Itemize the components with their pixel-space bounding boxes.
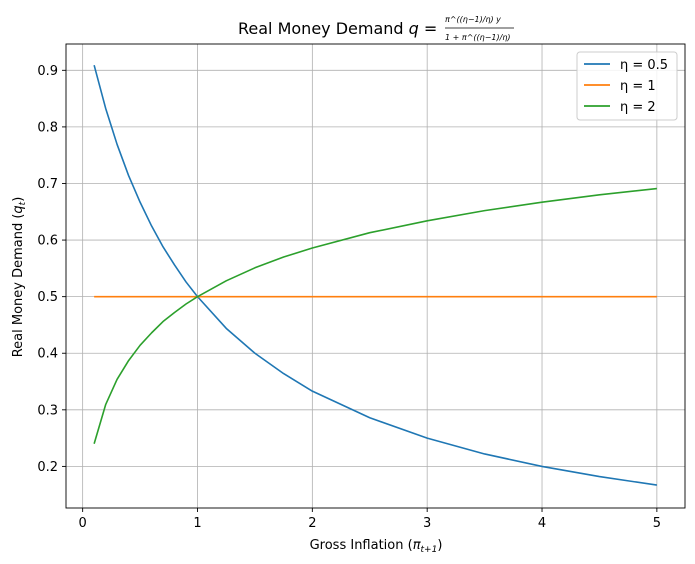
x-tick-label: 2 <box>308 516 316 531</box>
legend-label-3: η = 2 <box>620 100 656 115</box>
legend-label-1: η = 0.5 <box>620 58 668 73</box>
series-line-3 <box>93 187 657 445</box>
title-denominator: 1 + π^((η−1)/η) <box>445 33 511 42</box>
title-main: Real Money Demand <box>238 19 409 38</box>
legend-label-2: η = 1 <box>620 79 656 94</box>
legend: η = 0.5 η = 1 η = 2 <box>576 51 678 121</box>
axes-frame <box>65 43 686 509</box>
series-line-1 <box>93 65 657 486</box>
y-tick-label: 0.8 <box>37 120 58 135</box>
title-math-lhs: q = <box>409 19 438 38</box>
title-numerator: π^((η−1)/η) y <box>445 15 501 24</box>
y-tick-label: 0.2 <box>37 460 58 475</box>
y-tick-label: 0.4 <box>37 347 58 362</box>
chart-title: Real Money Demand q = π^((η−1)/η) y 1 + … <box>238 15 514 42</box>
x-tick-label: 0 <box>79 516 87 531</box>
x-tick-label: 4 <box>538 516 546 531</box>
x-tick-label: 1 <box>193 516 201 531</box>
x-axis-label: Gross Inflation (πt+1) <box>310 538 443 555</box>
y-tick-label: 0.7 <box>37 177 58 192</box>
y-tick-label: 0.9 <box>37 64 58 79</box>
legend-box <box>576 51 678 121</box>
y-tick-label: 0.5 <box>37 290 58 305</box>
x-tick-label: 3 <box>423 516 431 531</box>
y-tick-label: 0.3 <box>37 403 58 418</box>
svg-text:Real Money Demand q =: Real Money Demand q = <box>238 19 437 38</box>
y-tick-label: 0.6 <box>37 234 58 249</box>
x-tick-label: 5 <box>653 516 661 531</box>
y-axis-label: Real Money Demand (qt) <box>11 197 28 358</box>
